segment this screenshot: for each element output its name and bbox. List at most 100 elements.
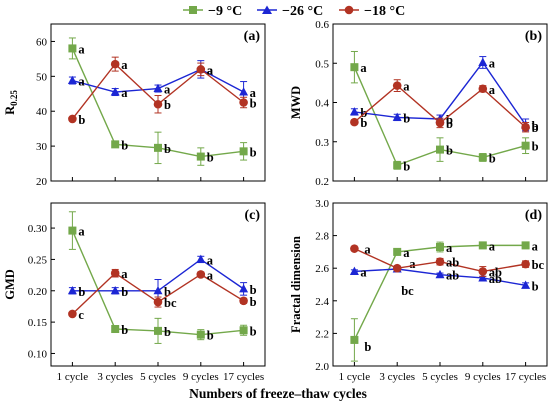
data-point (110, 285, 120, 295)
y-tick-label: 0.4 (315, 98, 329, 110)
data-point (110, 268, 120, 278)
x-tick-label: 9 cycles (465, 371, 501, 383)
y-tick-label: 2.8 (315, 231, 329, 243)
significance-letter: b (78, 285, 85, 299)
data-point (478, 241, 487, 250)
data-point (67, 285, 77, 295)
data-point (239, 296, 248, 306)
significance-letter: b (446, 144, 453, 158)
x-tick-label: 1 cycle (57, 371, 89, 383)
data-point (111, 325, 120, 334)
data-point (435, 118, 445, 128)
data-point (110, 59, 120, 69)
significance-letter: b (446, 113, 453, 127)
y-tick-label: 0.10 (28, 348, 48, 360)
data-point (239, 98, 248, 107)
legend-entry-3: −18 °C (339, 4, 405, 19)
x-tick-label: 5 cycles (422, 371, 458, 383)
significance-letter: a (446, 241, 453, 255)
x-axis-title: Numbers of freeze–thaw cycles (189, 386, 367, 401)
data-point (436, 145, 444, 154)
significance-letter: a (78, 42, 85, 56)
significance-letter: a (207, 268, 214, 282)
y-axis-title: R0.25 (3, 90, 19, 115)
data-point (393, 247, 402, 256)
significance-letter: bc (532, 258, 545, 272)
significance-letter: c (78, 308, 84, 322)
y-tick-label: 2.6 (315, 263, 329, 275)
panel-label: (a) (244, 29, 261, 44)
data-point (196, 152, 205, 161)
y-tick-label: 0.6 (315, 19, 329, 31)
x-tick-label: 5 cycles (140, 371, 176, 383)
data-point (478, 57, 488, 66)
significance-letter: b (164, 142, 171, 156)
legend-label-1: −9 °C (208, 4, 242, 19)
data-point (153, 83, 163, 93)
chart-panel-3: 0.10 0.15 0.20 0.25 0.30 1 cycle 3 cycles 5 cyc… (3, 202, 266, 383)
significance-letter: a (489, 83, 496, 97)
data-point (153, 99, 163, 109)
significance-letter: b (446, 117, 453, 131)
significance-letter: a (409, 257, 416, 271)
data-point (349, 107, 359, 116)
series-2: aa aaa (67, 60, 257, 103)
data-point (111, 140, 120, 149)
significance-letter: b (532, 121, 539, 135)
data-point (521, 259, 530, 269)
significance-letter: b (207, 329, 214, 343)
data-point (393, 161, 402, 170)
data-point (478, 84, 488, 94)
significance-letter: a (489, 56, 496, 70)
data-point (521, 241, 530, 250)
significance-letter: a (207, 253, 214, 267)
data-point (350, 335, 359, 344)
x-tick-label: 17 cycles (505, 371, 546, 383)
data-point (68, 309, 77, 319)
legend-label-3: −18 °C (364, 4, 405, 19)
y-tick-label: 0.30 (28, 223, 48, 235)
significance-letter: a (360, 265, 367, 279)
significance-letter: ab (446, 256, 459, 270)
significance-letter: b (250, 145, 257, 159)
data-point (153, 285, 163, 295)
legend-entry-2: −26 °C (257, 4, 323, 19)
significance-letter: b (250, 283, 257, 297)
significance-letter: b (532, 140, 539, 154)
data-point (392, 81, 402, 90)
significance-letter: a (532, 239, 539, 253)
x-tick-label: 3 cycles (97, 371, 133, 383)
significance-letter: ab (446, 269, 459, 283)
series-1: b a a a a (350, 239, 539, 362)
data-point (350, 63, 359, 72)
y-axis-title-subscript: 0.25 (9, 90, 19, 106)
data-point (239, 284, 249, 293)
significance-letter: b (364, 340, 371, 354)
significance-letter: a (489, 239, 496, 253)
data-point (153, 297, 163, 307)
y-tick-label: 0.25 (28, 254, 48, 266)
y-tick-label: 0.2 (315, 176, 329, 188)
data-point (349, 266, 359, 275)
significance-letter: a (403, 80, 410, 94)
y-tick-label: 40 (36, 106, 48, 118)
x-tick-label: 1 cycle (339, 371, 371, 383)
significance-letter: b (403, 111, 410, 125)
significance-letter: a (121, 267, 128, 281)
significance-letter: a (121, 86, 128, 100)
data-point (392, 263, 402, 273)
significance-letter: b (164, 325, 171, 339)
significance-letter: b (207, 151, 214, 165)
y-tick-label: 60 (36, 36, 48, 48)
data-point (435, 269, 445, 279)
data-point (67, 75, 77, 85)
significance-letter: a (164, 83, 171, 97)
data-point (350, 244, 359, 253)
data-point (478, 273, 488, 282)
significance-letter: b (78, 113, 85, 127)
y-tick-label: 2.0 (315, 361, 329, 373)
significance-letter: a (207, 63, 214, 77)
data-point (435, 257, 445, 266)
series-1: a b b b b (68, 211, 257, 344)
